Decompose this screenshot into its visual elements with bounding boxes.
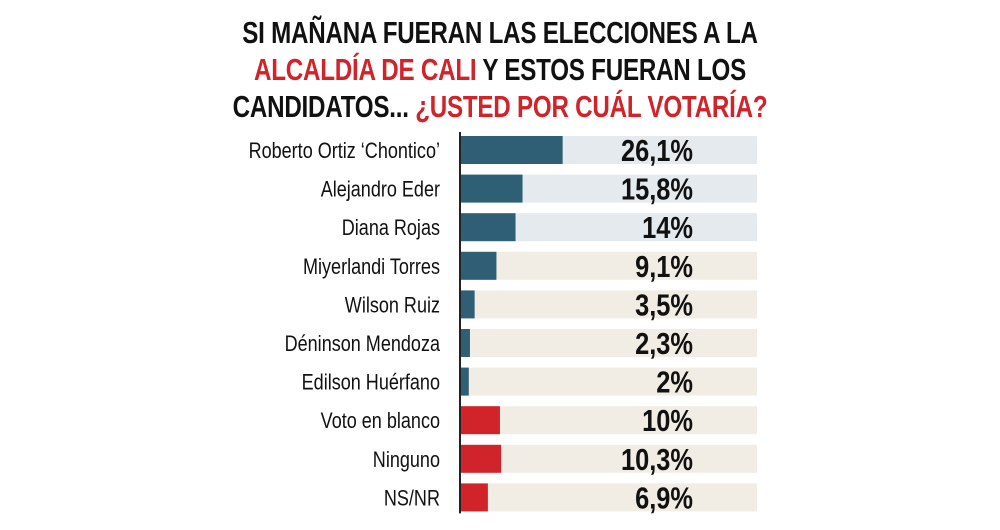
bar-track bbox=[461, 329, 757, 357]
value-label: 2% bbox=[656, 365, 693, 400]
bar bbox=[461, 290, 475, 319]
bar bbox=[461, 444, 502, 473]
bar bbox=[461, 251, 497, 280]
title-line-2: ALCALDÍA DE CALI Y ESTOS FUERAN LOS bbox=[110, 51, 890, 88]
title-highlight-1: ALCALDÍA DE CALI bbox=[253, 52, 477, 87]
bar bbox=[461, 367, 469, 396]
bar-track bbox=[461, 483, 757, 512]
category-label: Wilson Ruiz bbox=[345, 294, 440, 318]
category-label: Miyerlandi Torres bbox=[303, 255, 440, 279]
category-label: Diana Rojas bbox=[342, 217, 440, 241]
value-label: 6,9% bbox=[635, 481, 693, 516]
bar bbox=[461, 406, 500, 435]
title-line-1: SI MAÑANA FUERAN LAS ELECCIONES A LA bbox=[242, 15, 758, 50]
category-label: Edilson Huérfano bbox=[302, 371, 440, 395]
bar-track bbox=[461, 251, 757, 280]
value-label: 15,8% bbox=[621, 172, 693, 207]
bar-track bbox=[461, 444, 757, 473]
value-label: 14% bbox=[642, 211, 693, 246]
bar bbox=[461, 329, 470, 357]
category-label: Ninguno bbox=[373, 448, 440, 472]
value-label: 9,1% bbox=[635, 249, 693, 284]
category-label: Voto en blanco bbox=[321, 410, 440, 434]
bar-track bbox=[461, 406, 757, 435]
bar bbox=[461, 174, 523, 203]
bar bbox=[461, 483, 488, 512]
title-line-2-text: Y ESTOS FUERAN LOS bbox=[476, 52, 747, 87]
title-highlight-2: ¿USTED POR CUÁL VOTARÍA? bbox=[415, 89, 768, 124]
category-label: Roberto Ortiz ‘Chontico’ bbox=[249, 139, 440, 163]
value-label: 2,3% bbox=[635, 327, 693, 362]
title-line-3-text: CANDIDATOS... bbox=[232, 89, 416, 124]
category-label: Alejandro Eder bbox=[321, 178, 441, 202]
category-label: NS/NR bbox=[384, 487, 440, 511]
chart-title: SI MAÑANA FUERAN LAS ELECCIONES A LA ALC… bbox=[0, 14, 1000, 125]
bar bbox=[461, 213, 516, 242]
value-label: 26,1% bbox=[621, 134, 693, 169]
bar-track bbox=[461, 367, 757, 396]
value-label: 10,3% bbox=[621, 442, 693, 477]
title-line-3: CANDIDATOS... ¿USTED POR CUÁL VOTARÍA? bbox=[110, 88, 890, 125]
value-label: 3,5% bbox=[635, 288, 693, 323]
category-label: Déninson Mendoza bbox=[285, 332, 441, 356]
value-label: 10% bbox=[642, 404, 693, 439]
bar bbox=[461, 136, 563, 164]
bar-track bbox=[461, 290, 757, 319]
